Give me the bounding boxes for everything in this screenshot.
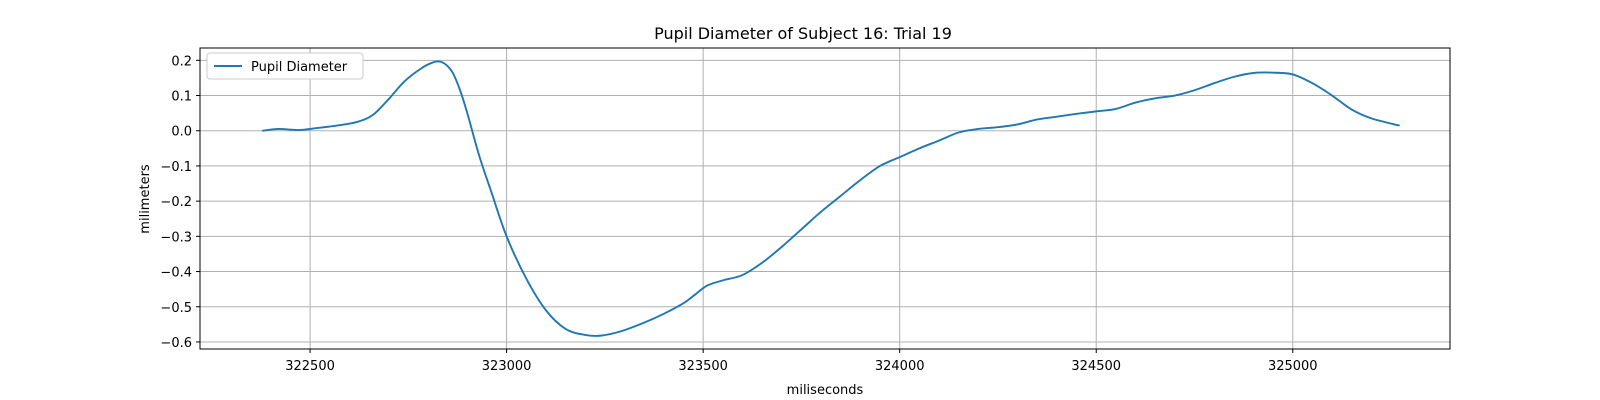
y-tick-label: −0.2 bbox=[160, 195, 192, 210]
legend-label: Pupil Diameter bbox=[251, 60, 348, 75]
y-tick-label: −0.6 bbox=[160, 336, 192, 351]
y-tick-label: −0.5 bbox=[160, 301, 192, 316]
x-axis-label: miliseconds bbox=[787, 383, 864, 398]
x-tick-label: 324000 bbox=[875, 359, 925, 374]
legend: Pupil Diameter bbox=[206, 52, 364, 80]
y-tick-label: 0.2 bbox=[171, 54, 192, 69]
y-tick-label: 0.1 bbox=[171, 90, 192, 105]
tick-layer: 322500 323000 323500 324000 324500 325000 0.2 0… bbox=[160, 54, 1317, 374]
x-tick-label: 323500 bbox=[678, 359, 728, 374]
y-tick-label: 0.0 bbox=[171, 125, 192, 140]
series-line-pupil-diameter bbox=[261, 60, 1400, 337]
y-axis-label: milimeters bbox=[138, 164, 153, 234]
legend-box bbox=[206, 52, 364, 80]
chart-title: Pupil Diameter of Subject 16: Trial 19 bbox=[654, 24, 952, 43]
plot-frame bbox=[199, 47, 1451, 350]
series-layer bbox=[261, 60, 1400, 337]
x-tick-label: 324500 bbox=[1071, 359, 1121, 374]
y-tick-label: −0.4 bbox=[160, 266, 192, 281]
y-tick-label: −0.3 bbox=[160, 230, 192, 245]
y-tick-label: −0.1 bbox=[160, 160, 192, 175]
x-tick-label: 325000 bbox=[1268, 359, 1318, 374]
x-tick-label: 323000 bbox=[482, 359, 532, 374]
grid-layer bbox=[200, 48, 1450, 349]
x-tick-label: 322500 bbox=[285, 359, 335, 374]
